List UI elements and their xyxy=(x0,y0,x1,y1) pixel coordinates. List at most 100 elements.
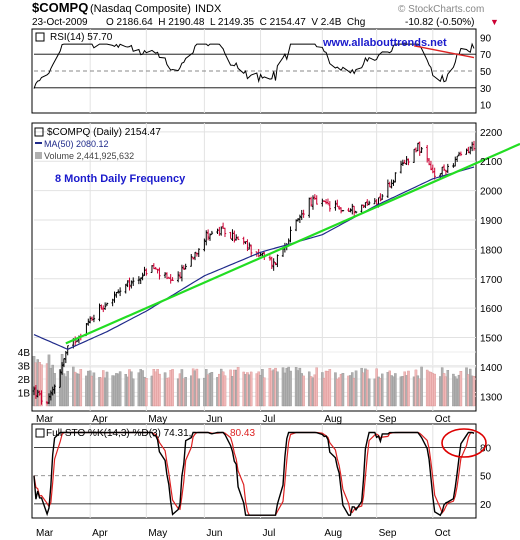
sto-legend-swatch xyxy=(35,428,45,438)
sto-legend-d: 80.43 xyxy=(230,428,255,439)
down-arrow-icon: ▼ xyxy=(490,17,499,27)
volume-bar xyxy=(433,373,436,407)
volume-bar xyxy=(92,372,96,407)
volume-bar xyxy=(367,378,371,407)
volume-bar xyxy=(341,372,345,407)
volume-bar xyxy=(315,367,318,407)
volume-bar xyxy=(118,371,122,407)
volume-bar xyxy=(66,370,69,407)
price-tick-label: 2100 xyxy=(480,157,503,168)
volume-bar xyxy=(249,371,253,407)
volume-legend: Volume 2,441,925,632 xyxy=(44,151,134,161)
price-month-label: Apr xyxy=(92,414,108,425)
volume-bar xyxy=(420,366,423,407)
sto-month-label: Jun xyxy=(206,528,222,539)
sto-legend: Full STO %K(14,3) %D(3) 74.31, xyxy=(46,428,191,439)
rsi-line xyxy=(33,42,475,89)
volume-bar xyxy=(223,375,227,407)
volume-tick-label: 2B xyxy=(18,375,31,386)
price-month-label: Sep xyxy=(379,414,397,425)
volume-bar xyxy=(145,378,148,407)
price-month-label: Mar xyxy=(36,414,54,425)
volume-bar xyxy=(197,378,201,407)
chart-symbol: $COMPQ xyxy=(32,0,88,15)
volume-tick-label: 4B xyxy=(18,348,31,359)
volume-bar xyxy=(407,370,410,407)
volume-bar xyxy=(40,364,43,407)
rsi-tick-label: 10 xyxy=(480,101,492,112)
price-tick-label: 1500 xyxy=(480,334,503,345)
overbought-circle xyxy=(441,428,487,458)
price-tick-label: 1600 xyxy=(480,304,503,315)
volume-tick-label: 1B xyxy=(18,389,31,400)
support-trendline xyxy=(65,142,520,345)
rsi-trendline xyxy=(413,45,475,59)
sto-month-label: Oct xyxy=(435,528,451,539)
volume-legend-swatch xyxy=(35,152,42,159)
price-tick-label: 1700 xyxy=(480,275,503,286)
price-tick-label: 1800 xyxy=(480,245,503,256)
ma50-line xyxy=(33,166,475,350)
volume-bar xyxy=(459,371,463,407)
volume-bar xyxy=(354,370,358,407)
volume-bar xyxy=(158,373,161,407)
sto-k-line xyxy=(33,431,475,517)
price-panel xyxy=(31,122,477,412)
volume-bar xyxy=(394,373,397,407)
price-month-label: Aug xyxy=(324,414,342,425)
volume-bar xyxy=(276,371,279,407)
volume-bar xyxy=(236,367,240,407)
volume-bar xyxy=(381,373,384,407)
sto-tick-label: 80 xyxy=(480,444,492,455)
volume-bar xyxy=(328,369,332,407)
price-legend: $COMPQ (Daily) 2154.47 xyxy=(47,127,161,138)
sto-tick-label: 50 xyxy=(480,472,492,483)
volume-bar xyxy=(79,369,83,407)
price-tick-label: 1900 xyxy=(480,216,503,227)
price-tick-label: 1400 xyxy=(480,363,503,374)
volume-bar xyxy=(289,370,292,407)
rsi-legend: RSI(14) 57.70 xyxy=(50,32,113,43)
price-tick-label: 2200 xyxy=(480,128,503,139)
sto-month-label: Apr xyxy=(92,528,108,539)
rsi-tick-label: 50 xyxy=(480,67,492,78)
price-tick-label: 2000 xyxy=(480,187,503,198)
volume-bar xyxy=(302,375,305,407)
ohlc-text: O 2186.64 H 2190.48 L 2149.35 C 2154.47 … xyxy=(106,17,365,28)
price-month-label: Oct xyxy=(435,414,451,425)
sto-month-label: May xyxy=(148,528,167,539)
volume-bar xyxy=(210,372,214,407)
rsi-tick-label: 30 xyxy=(480,84,492,95)
price-month-label: Jun xyxy=(206,414,222,425)
price-tick-label: 1300 xyxy=(480,392,503,403)
volume-bar xyxy=(105,371,109,407)
sto-panel xyxy=(31,423,477,519)
volume-bar xyxy=(184,377,187,407)
annotation-text: 8 Month Daily Frequency xyxy=(55,173,186,185)
volume-tick-label: 3B xyxy=(18,362,31,373)
price-month-label: Jul xyxy=(263,414,276,425)
volume-bar xyxy=(171,369,174,407)
sto-month-label: Jul xyxy=(263,528,276,539)
sto-month-label: Aug xyxy=(324,528,342,539)
sto-month-label: Sep xyxy=(379,528,397,539)
chart-name: (Nasdaq Composite) xyxy=(90,3,191,15)
volume-bar xyxy=(446,370,450,407)
change-text: -10.82 (-0.50%) xyxy=(405,17,474,28)
rsi-legend-swatch xyxy=(35,32,45,42)
rsi-tick-label: 70 xyxy=(480,50,492,61)
price-legend-swatch xyxy=(34,127,44,137)
rsi-tick-label: 90 xyxy=(480,33,492,44)
volume-bar xyxy=(263,377,266,407)
sto-tick-label: 20 xyxy=(480,500,492,511)
ma-legend-swatch xyxy=(35,142,42,144)
ma-legend: MA(50) 2080.12 xyxy=(44,139,109,149)
sto-month-label: Mar xyxy=(36,528,54,539)
volume-bar xyxy=(472,376,476,407)
price-month-label: May xyxy=(148,414,167,425)
watermark: © StockCharts.com xyxy=(398,4,484,15)
chart-date: 23-Oct-2009 xyxy=(32,17,88,28)
site-url: www.allabouttrends.net xyxy=(322,37,447,49)
chart-exchange: INDX xyxy=(195,3,222,15)
